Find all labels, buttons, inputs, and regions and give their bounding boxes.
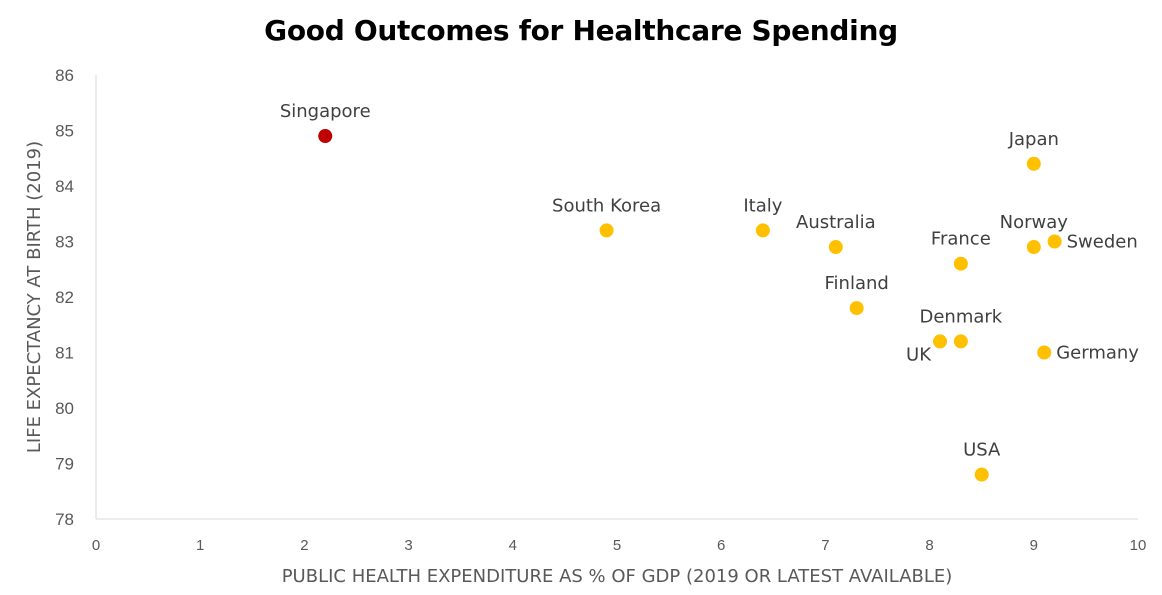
- data-label: Norway: [1000, 212, 1069, 233]
- data-point: [1037, 345, 1052, 360]
- data-point: [599, 223, 614, 238]
- data-label: Denmark: [919, 306, 1002, 327]
- x-tick-label: 6: [717, 537, 725, 554]
- axes: [95, 75, 1138, 520]
- data-point: [974, 467, 989, 482]
- y-tick-label: 78: [55, 510, 74, 529]
- data-point: [755, 223, 770, 238]
- data-point: [828, 240, 843, 255]
- data-label: Italy: [743, 195, 782, 216]
- data-label: Japan: [1008, 129, 1059, 150]
- x-tick-label: 5: [613, 537, 621, 554]
- data-point: [953, 334, 968, 349]
- x-tick-label: 1: [196, 537, 204, 554]
- data-point: [849, 301, 864, 316]
- chart-title: Good Outcomes for Healthcare Spending: [264, 14, 898, 47]
- data-label: Singapore: [280, 101, 371, 122]
- x-tick-label: 3: [404, 537, 412, 554]
- y-tick-label: 85: [55, 122, 74, 141]
- y-tick-label: 83: [55, 233, 74, 252]
- y-tick-label: 82: [55, 288, 74, 307]
- x-tick-label: 2: [300, 537, 308, 554]
- data-point: [953, 256, 968, 271]
- data-label: USA: [963, 440, 1001, 461]
- x-axis-label: PUBLIC HEALTH EXPENDITURE AS % OF GDP (2…: [282, 566, 953, 587]
- data-points: [318, 129, 1062, 482]
- data-label: France: [931, 229, 991, 250]
- data-point: [1026, 240, 1041, 255]
- data-point: [1026, 156, 1041, 171]
- data-label: South Korea: [552, 195, 661, 216]
- y-tick-label: 79: [55, 455, 74, 474]
- x-tick-label: 7: [821, 537, 829, 554]
- point-labels: Singapore Japan South Korea Italy Australia N…: [280, 101, 1139, 461]
- data-label: Australia: [796, 212, 876, 233]
- x-tick-label: 0: [92, 537, 100, 554]
- y-tick-label: 80: [55, 399, 74, 418]
- data-label: Germany: [1056, 343, 1139, 364]
- y-tick-label: 84: [55, 177, 74, 196]
- data-label: UK: [906, 344, 932, 365]
- y-tick-label: 86: [55, 66, 74, 85]
- data-point: [318, 129, 333, 144]
- data-point: [933, 334, 948, 349]
- x-tick-label: 4: [509, 537, 517, 554]
- data-label: Finland: [824, 273, 888, 294]
- y-axis-label: LIFE EXPECTANCY AT BIRTH (2019): [24, 141, 45, 453]
- x-tick-label: 8: [925, 537, 933, 554]
- x-tick-label: 10: [1130, 537, 1147, 554]
- x-tick-label: 9: [1030, 537, 1038, 554]
- data-point: [1047, 234, 1062, 249]
- y-tick-label: 81: [55, 344, 74, 363]
- data-label: Sweden: [1067, 232, 1138, 253]
